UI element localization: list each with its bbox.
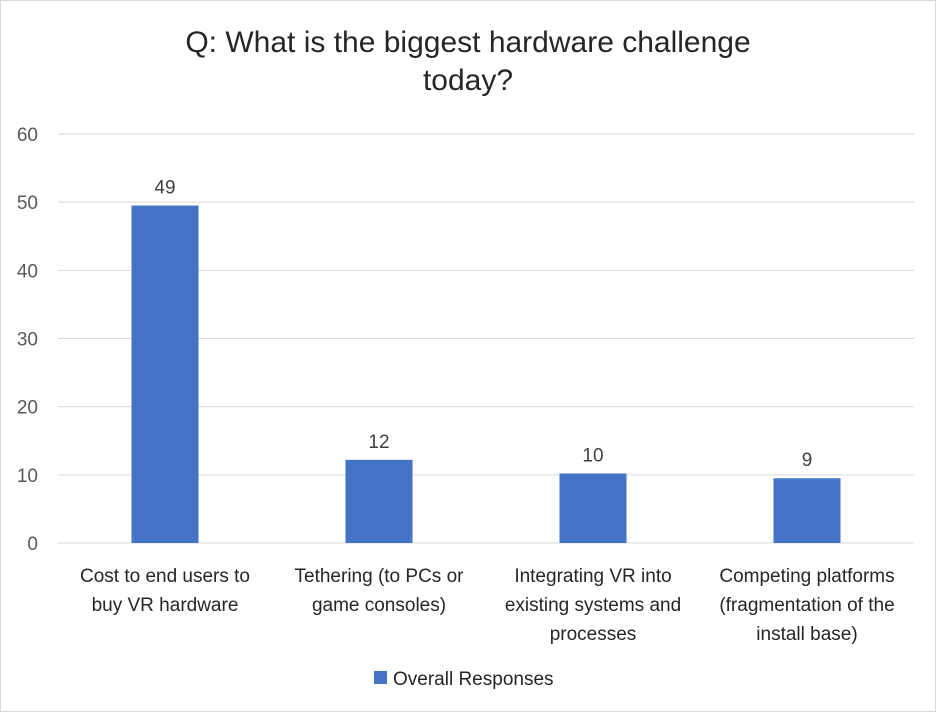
data-label: 49 <box>154 178 175 199</box>
legend: Overall Responses <box>374 669 554 690</box>
bar <box>773 478 841 543</box>
x-tick-label: buy VR hardware <box>92 595 239 616</box>
x-tick-label: install base) <box>756 624 857 645</box>
y-tick-label: 60 <box>17 125 38 146</box>
data-label: 10 <box>582 445 603 466</box>
y-axis-tick-labels: 0 10 20 30 40 50 60 <box>17 125 38 555</box>
y-tick-label: 0 <box>27 534 38 555</box>
bars <box>131 205 841 543</box>
data-label: 9 <box>802 450 813 471</box>
chart-title-line: Q: What is the biggest hardware challeng… <box>185 26 750 59</box>
legend-swatch <box>374 671 387 684</box>
x-axis-tick-labels: Cost to end users to buy VR hardware Tethe… <box>80 566 895 645</box>
x-tick-label: Tethering (to PCs or <box>295 566 465 587</box>
chart-title: Q: What is the biggest hardware challeng… <box>185 26 750 97</box>
bar <box>345 459 413 543</box>
x-tick-label: Cost to end users to <box>80 566 250 587</box>
chart-title-line: today? <box>423 64 513 97</box>
bar <box>559 473 627 543</box>
x-tick-label: Integrating VR into <box>514 566 671 587</box>
y-tick-label: 40 <box>17 261 38 282</box>
y-tick-label: 50 <box>17 193 38 214</box>
x-tick-label: game consoles) <box>312 595 446 616</box>
x-tick-label: Competing platforms <box>719 566 894 587</box>
gridlines <box>58 133 914 544</box>
x-tick-label: (fragmentation of the <box>719 595 894 616</box>
data-labels: 49 12 10 9 <box>154 178 812 472</box>
x-tick-label: existing systems and <box>505 595 681 616</box>
y-tick-label: 10 <box>17 466 38 487</box>
y-tick-label: 30 <box>17 330 38 351</box>
data-label: 12 <box>368 432 389 453</box>
bar <box>131 205 199 543</box>
x-tick-label: processes <box>550 624 637 645</box>
y-tick-label: 20 <box>17 398 38 419</box>
legend-label: Overall Responses <box>393 669 554 690</box>
